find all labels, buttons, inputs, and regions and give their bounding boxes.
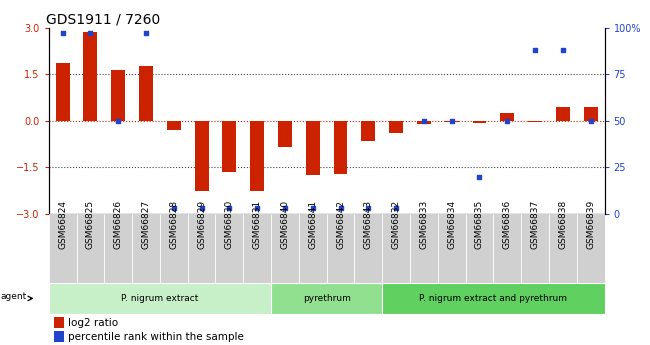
Text: GDS1911 / 7260: GDS1911 / 7260 xyxy=(46,12,160,27)
Text: percentile rank within the sample: percentile rank within the sample xyxy=(68,332,244,342)
Text: GSM66828: GSM66828 xyxy=(169,199,178,249)
Text: agent: agent xyxy=(1,292,27,302)
Point xyxy=(280,206,290,211)
Bar xyxy=(549,214,577,286)
Bar xyxy=(306,121,320,175)
Bar xyxy=(556,107,570,121)
Bar xyxy=(104,214,132,286)
Bar xyxy=(55,331,64,342)
Bar xyxy=(326,214,354,286)
Bar xyxy=(188,214,216,286)
Bar xyxy=(493,214,521,286)
Text: GSM66831: GSM66831 xyxy=(253,199,262,249)
Point xyxy=(530,47,540,53)
Bar xyxy=(278,121,292,147)
Text: GSM66825: GSM66825 xyxy=(86,199,95,249)
Text: GSM66837: GSM66837 xyxy=(530,199,540,249)
Point xyxy=(391,206,401,211)
Point xyxy=(113,118,124,124)
Bar xyxy=(139,66,153,121)
Text: GSM66832: GSM66832 xyxy=(391,199,400,249)
Bar xyxy=(77,214,104,286)
Text: GSM66838: GSM66838 xyxy=(558,199,567,249)
Text: P. nigrum extract and pyrethrum: P. nigrum extract and pyrethrum xyxy=(419,294,567,303)
Point xyxy=(419,118,429,124)
Text: GSM66824: GSM66824 xyxy=(58,200,67,249)
Bar xyxy=(521,214,549,286)
Bar xyxy=(216,214,243,286)
Bar xyxy=(584,107,597,121)
Bar xyxy=(465,214,493,286)
Bar xyxy=(167,121,181,130)
Text: GSM66830: GSM66830 xyxy=(225,199,234,249)
Bar xyxy=(56,63,70,121)
Bar xyxy=(577,214,604,286)
Bar xyxy=(49,283,271,314)
Point xyxy=(224,206,235,211)
Point xyxy=(335,206,346,211)
Bar xyxy=(473,121,486,123)
Point xyxy=(141,30,151,36)
Point xyxy=(307,206,318,211)
Text: GSM66840: GSM66840 xyxy=(280,199,289,249)
Point xyxy=(168,206,179,211)
Text: GSM66843: GSM66843 xyxy=(364,199,373,249)
Point xyxy=(502,118,512,124)
Point xyxy=(558,47,568,53)
Text: pyrethrum: pyrethrum xyxy=(303,294,350,303)
Text: GSM66827: GSM66827 xyxy=(142,199,151,249)
Point xyxy=(252,206,263,211)
Bar xyxy=(438,214,465,286)
Text: GSM66842: GSM66842 xyxy=(336,200,345,249)
Bar xyxy=(361,121,375,141)
Bar xyxy=(417,121,431,125)
Point xyxy=(586,118,596,124)
Bar xyxy=(445,121,459,122)
Text: GSM66841: GSM66841 xyxy=(308,199,317,249)
Bar xyxy=(382,283,604,314)
Point xyxy=(363,206,374,211)
Bar xyxy=(243,214,271,286)
Point xyxy=(85,30,96,36)
Text: GSM66833: GSM66833 xyxy=(419,199,428,249)
Bar xyxy=(271,214,299,286)
Point xyxy=(196,206,207,211)
Bar xyxy=(271,283,382,314)
Bar xyxy=(410,214,438,286)
Bar xyxy=(222,121,237,172)
Bar xyxy=(132,214,160,286)
Bar xyxy=(354,214,382,286)
Text: GSM66834: GSM66834 xyxy=(447,199,456,249)
Bar xyxy=(83,32,98,121)
Text: GSM66835: GSM66835 xyxy=(475,199,484,249)
Bar xyxy=(160,214,188,286)
Text: P. nigrum extract: P. nigrum extract xyxy=(121,294,199,303)
Bar xyxy=(333,121,348,174)
Point xyxy=(57,30,68,36)
Bar xyxy=(389,121,403,133)
Point xyxy=(474,174,485,179)
Text: GSM66839: GSM66839 xyxy=(586,199,595,249)
Bar xyxy=(194,121,209,190)
Bar xyxy=(111,69,125,121)
Bar xyxy=(382,214,410,286)
Bar xyxy=(500,113,514,121)
Text: GSM66836: GSM66836 xyxy=(502,199,512,249)
Bar xyxy=(250,121,264,190)
Text: log2 ratio: log2 ratio xyxy=(68,318,118,328)
Bar xyxy=(299,214,327,286)
Bar xyxy=(55,317,64,328)
Text: GSM66829: GSM66829 xyxy=(197,199,206,249)
Text: GSM66826: GSM66826 xyxy=(114,199,123,249)
Bar xyxy=(528,121,542,122)
Point xyxy=(447,118,457,124)
Bar xyxy=(49,214,77,286)
